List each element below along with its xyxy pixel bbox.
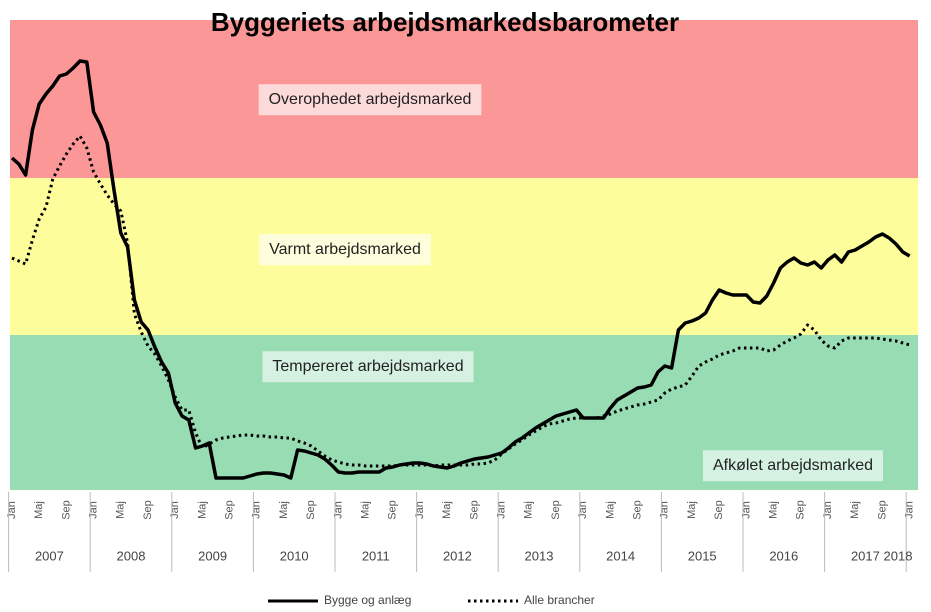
x-tick-label: Jan — [577, 501, 589, 519]
x-tick-label: Jan — [88, 501, 100, 519]
x-tick-label: Sep — [142, 500, 154, 520]
annotation: Overophedet arbejdsmarked — [269, 91, 472, 108]
x-tick-label: Maj — [33, 501, 45, 519]
year-label: 2009 — [198, 548, 227, 563]
x-tick-label: Jan — [414, 501, 426, 519]
year-label: 2010 — [280, 548, 309, 563]
x-tick-label: Jan — [904, 501, 916, 519]
annotation: Afkølet arbejdsmarked — [713, 457, 873, 474]
x-tick-label: Sep — [224, 500, 236, 520]
x-tick-label: Maj — [686, 501, 698, 519]
year-label: 2011 — [362, 548, 390, 563]
year-label: 2014 — [606, 548, 635, 563]
x-tick-label: Maj — [523, 501, 535, 519]
annotation-box — [262, 351, 474, 383]
x-tick-label: Sep — [876, 500, 888, 520]
annotation-box — [258, 84, 482, 116]
x-tick-label: Jan — [6, 501, 18, 519]
legend-label: Bygge og anlæg — [324, 593, 411, 607]
x-tick-label: Sep — [468, 500, 480, 520]
year-label: 2017 — [851, 548, 880, 563]
line-series — [10, 59, 911, 480]
plot — [10, 59, 911, 480]
x-tick-label: Sep — [550, 500, 562, 520]
x-tick-label: Maj — [115, 501, 127, 519]
x-tick-label: Sep — [387, 500, 399, 520]
bands: Overophedet arbejdsmarked Varmt arbejdsma… — [10, 20, 918, 490]
x-tick-label: Maj — [441, 501, 453, 519]
annotation: Tempereret arbejdsmarked — [272, 358, 463, 375]
x-tick-label: Sep — [60, 500, 72, 520]
annotation-box — [259, 234, 431, 266]
line-series — [11, 134, 911, 468]
x-tick-label: Jan — [332, 501, 344, 519]
x-tick-label: Maj — [278, 501, 290, 519]
year-label: 2018 — [884, 548, 913, 563]
x-tick-label: Jan — [169, 501, 181, 519]
band — [10, 178, 918, 335]
year-label: 2016 — [769, 548, 798, 563]
x-tick-label: Maj — [360, 501, 372, 519]
year-label: 2013 — [525, 548, 554, 563]
x-tick-label: Jan — [822, 501, 834, 519]
chart-title: Byggeriets arbejdsmarkedsbarometer — [211, 7, 679, 37]
annotation: Varmt arbejdsmarked — [269, 241, 421, 258]
x-tick-label: Jan — [496, 501, 508, 519]
x-tick-label: Sep — [305, 500, 317, 520]
x-tick-label: Maj — [196, 501, 208, 519]
x-tick-label: Jan — [659, 501, 671, 519]
year-label: 2012 — [443, 548, 472, 563]
x-tick-label: Sep — [713, 500, 725, 520]
x-tick-label: Maj — [604, 501, 616, 519]
x-tick-label: Maj — [768, 501, 780, 519]
legend-label: Alle brancher — [524, 593, 595, 607]
x-tick-label: Sep — [632, 500, 644, 520]
year-label: 2015 — [688, 548, 717, 563]
x-tick-label: Jan — [740, 501, 752, 519]
year-label: 2007 — [35, 548, 64, 563]
x-tick-label: Sep — [795, 500, 807, 520]
annotation-box — [702, 450, 884, 482]
x-tick-label: Maj — [849, 501, 861, 519]
x-tick-label: Jan — [251, 501, 263, 519]
year-label: 2008 — [117, 548, 146, 563]
